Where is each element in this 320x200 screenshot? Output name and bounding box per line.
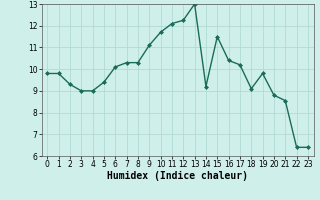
X-axis label: Humidex (Indice chaleur): Humidex (Indice chaleur) <box>107 171 248 181</box>
